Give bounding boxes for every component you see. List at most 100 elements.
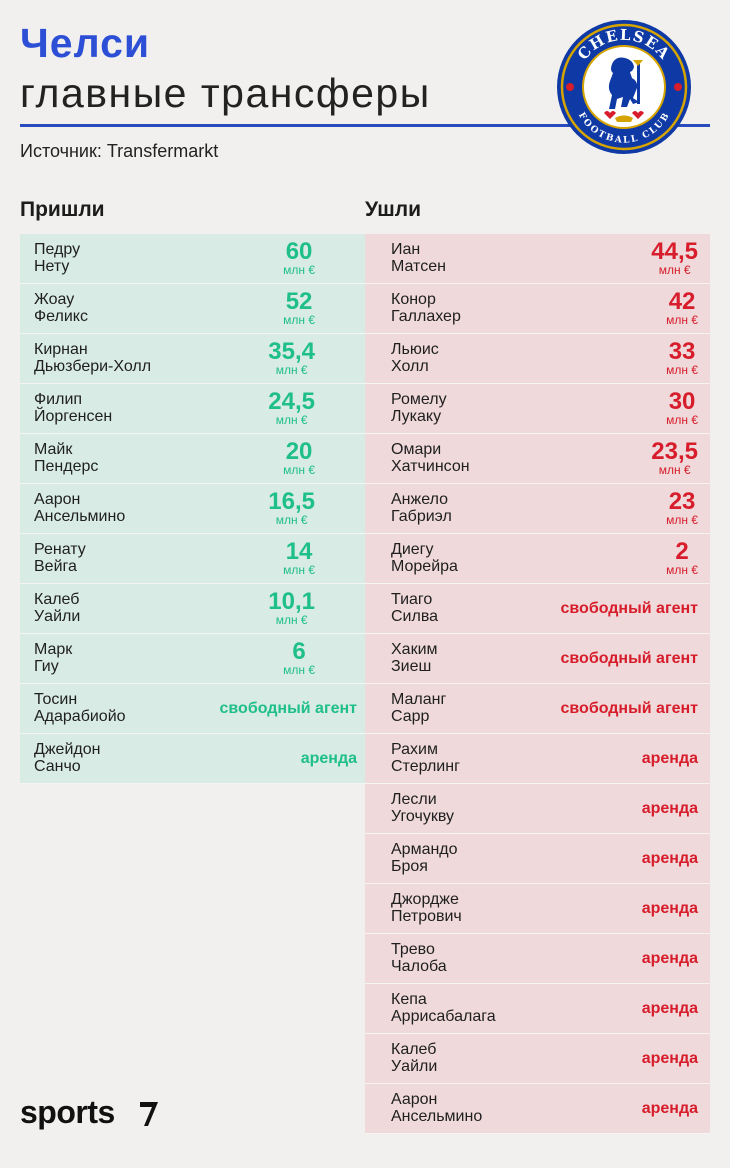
player-name: Лесли Угочукву bbox=[391, 791, 454, 825]
fee-unit: млн € bbox=[658, 463, 691, 477]
transfer-type-label: свободный агент bbox=[219, 700, 357, 717]
player-last-name: Уайли bbox=[391, 1058, 438, 1075]
incoming-list: Педру Нету 60 млн € Жоау Феликс 52 млн € Кирнан Д… bbox=[20, 234, 365, 784]
outgoing-row: Маланг Сарр свободный агент bbox=[365, 684, 710, 734]
transfer-fee: 23,5 млн € bbox=[651, 440, 698, 477]
player-name: Ромелу Лукаку bbox=[391, 391, 447, 425]
fee-value: 6 bbox=[292, 638, 306, 665]
player-first-name: Филип bbox=[34, 391, 83, 408]
fee-unit: млн € bbox=[283, 663, 315, 677]
transfer-fee: 44,5 млн € bbox=[651, 240, 698, 277]
fee-value: 30 bbox=[668, 388, 696, 415]
player-last-name: Морейра bbox=[391, 558, 458, 575]
player-last-name: Ансельмино bbox=[34, 508, 126, 525]
outgoing-row: Омари Хатчинсон 23,5 млн € bbox=[365, 434, 710, 484]
transfer-type-label: аренда bbox=[300, 750, 357, 767]
source-note: Источник: Transfermarkt bbox=[20, 141, 219, 161]
fee-value: 24,5 bbox=[268, 388, 315, 415]
outgoing-row: Джордже Петрович аренда bbox=[365, 884, 710, 934]
player-first-name: Рахим bbox=[391, 741, 438, 758]
outgoing-row: Аарон Ансельмино аренда bbox=[365, 1084, 710, 1134]
player-name: Диегу Морейра bbox=[391, 541, 458, 575]
outgoing-row: Тиаго Силва свободный агент bbox=[365, 584, 710, 634]
player-name: Кирнан Дьюзбери-Холл bbox=[34, 341, 151, 375]
player-first-name: Армандо bbox=[391, 841, 458, 858]
transfer-fee: 60 млн € bbox=[283, 238, 315, 277]
player-name: Жоау Феликс bbox=[34, 291, 88, 325]
transfer-type-label: свободный агент bbox=[560, 600, 698, 617]
player-last-name: Вейга bbox=[34, 558, 77, 575]
page-title: Челси bbox=[20, 20, 151, 66]
player-last-name: Матсен bbox=[391, 258, 446, 275]
player-name: Джордже Петрович bbox=[391, 891, 462, 925]
player-last-name: Нету bbox=[34, 258, 70, 275]
outgoing-list: Иан Матсен 44,5 млн € Конор Галлахер 42 млн € Ль… bbox=[365, 234, 710, 1134]
player-first-name: Льюис bbox=[391, 341, 439, 358]
transfer-fee: 23 млн € bbox=[666, 490, 698, 527]
player-name: Калеб Уайли bbox=[391, 1041, 437, 1075]
fee-unit: млн € bbox=[275, 513, 308, 527]
transfer-type-label: аренда bbox=[641, 850, 698, 867]
header-rule bbox=[20, 124, 710, 127]
fee-unit: млн € bbox=[283, 263, 315, 277]
player-last-name: Феликс bbox=[34, 308, 88, 325]
player-first-name: Аарон bbox=[391, 1091, 438, 1108]
incoming-row: Педру Нету 60 млн € bbox=[20, 234, 365, 284]
outgoing-row: Кепа Аррисабалага аренда bbox=[365, 984, 710, 1034]
transfer-type-label: аренда bbox=[641, 1050, 698, 1067]
outgoing-row: Анжело Габриэл 23 млн € bbox=[365, 484, 710, 534]
player-first-name: Омари bbox=[391, 441, 442, 458]
player-last-name: Адарабиойо bbox=[34, 708, 126, 725]
outgoing-row: Конор Галлахер 42 млн € bbox=[365, 284, 710, 334]
incoming-row: Жоау Феликс 52 млн € bbox=[20, 284, 365, 334]
player-name: Марк Гиу bbox=[34, 641, 72, 675]
player-first-name: Маланг bbox=[391, 691, 447, 708]
outgoing-row: Лесли Угочукву аренда bbox=[365, 784, 710, 834]
player-first-name: Джордже bbox=[391, 891, 459, 908]
outgoing-row: Иан Матсен 44,5 млн € bbox=[365, 234, 710, 284]
outgoing-row: Калеб Уайли аренда bbox=[365, 1034, 710, 1084]
player-name: Педру Нету bbox=[34, 241, 80, 275]
player-first-name: Кепа bbox=[391, 991, 427, 1008]
fee-unit: млн € bbox=[275, 413, 308, 427]
transfer-type-label: аренда bbox=[641, 750, 698, 767]
outgoing-row: Трево Чалоба аренда bbox=[365, 934, 710, 984]
sports-brand: sports bbox=[20, 1094, 115, 1130]
incoming-row: Майк Пендерс 20 млн € bbox=[20, 434, 365, 484]
outgoing-row: Ромелу Лукаку 30 млн € bbox=[365, 384, 710, 434]
player-first-name: Марк bbox=[34, 641, 73, 658]
player-first-name: Аарон bbox=[34, 491, 81, 508]
player-name: Майк Пендерс bbox=[34, 441, 98, 475]
player-last-name: Хатчинсон bbox=[391, 458, 470, 475]
fee-value: 33 bbox=[668, 338, 696, 365]
fee-value: 2 bbox=[675, 538, 689, 565]
player-last-name: Санчо bbox=[34, 758, 81, 775]
fee-unit: млн € bbox=[275, 363, 308, 377]
sports-slash-mark-icon bbox=[140, 1102, 158, 1126]
player-name: Рахим Стерлинг bbox=[391, 741, 460, 775]
player-name: Кепа Аррисабалага bbox=[391, 991, 496, 1025]
player-first-name: Ромелу bbox=[391, 391, 447, 408]
player-last-name: Стерлинг bbox=[391, 758, 460, 775]
incoming-heading: Пришли bbox=[20, 198, 105, 221]
fee-value: 60 bbox=[285, 238, 313, 265]
player-first-name: Майк bbox=[34, 441, 73, 458]
player-first-name: Трево bbox=[391, 941, 435, 958]
player-first-name: Жоау bbox=[34, 291, 75, 308]
incoming-row: Марк Гиу 6 млн € bbox=[20, 634, 365, 684]
player-last-name: Броя bbox=[391, 858, 428, 875]
incoming-row: Джейдон Санчо аренда bbox=[20, 734, 365, 784]
transfer-fee: 16,5 млн € bbox=[268, 490, 315, 527]
player-name: Конор Галлахер bbox=[391, 291, 461, 325]
outgoing-row: Льюис Холл 33 млн € bbox=[365, 334, 710, 384]
player-first-name: Кирнан bbox=[34, 341, 88, 358]
transfer-fee: 35,4 млн € bbox=[268, 340, 315, 377]
player-name: Маланг Сарр bbox=[391, 691, 446, 725]
incoming-row: Филип Йоргенсен 24,5 млн € bbox=[20, 384, 365, 434]
transfer-type-label: аренда bbox=[641, 900, 698, 917]
transfer-fee: 2 млн € bbox=[666, 538, 698, 577]
outgoing-row: Рахим Стерлинг аренда bbox=[365, 734, 710, 784]
player-first-name: Иан bbox=[391, 241, 421, 258]
player-last-name: Галлахер bbox=[391, 308, 461, 325]
player-name: Джейдон Санчо bbox=[34, 741, 100, 775]
